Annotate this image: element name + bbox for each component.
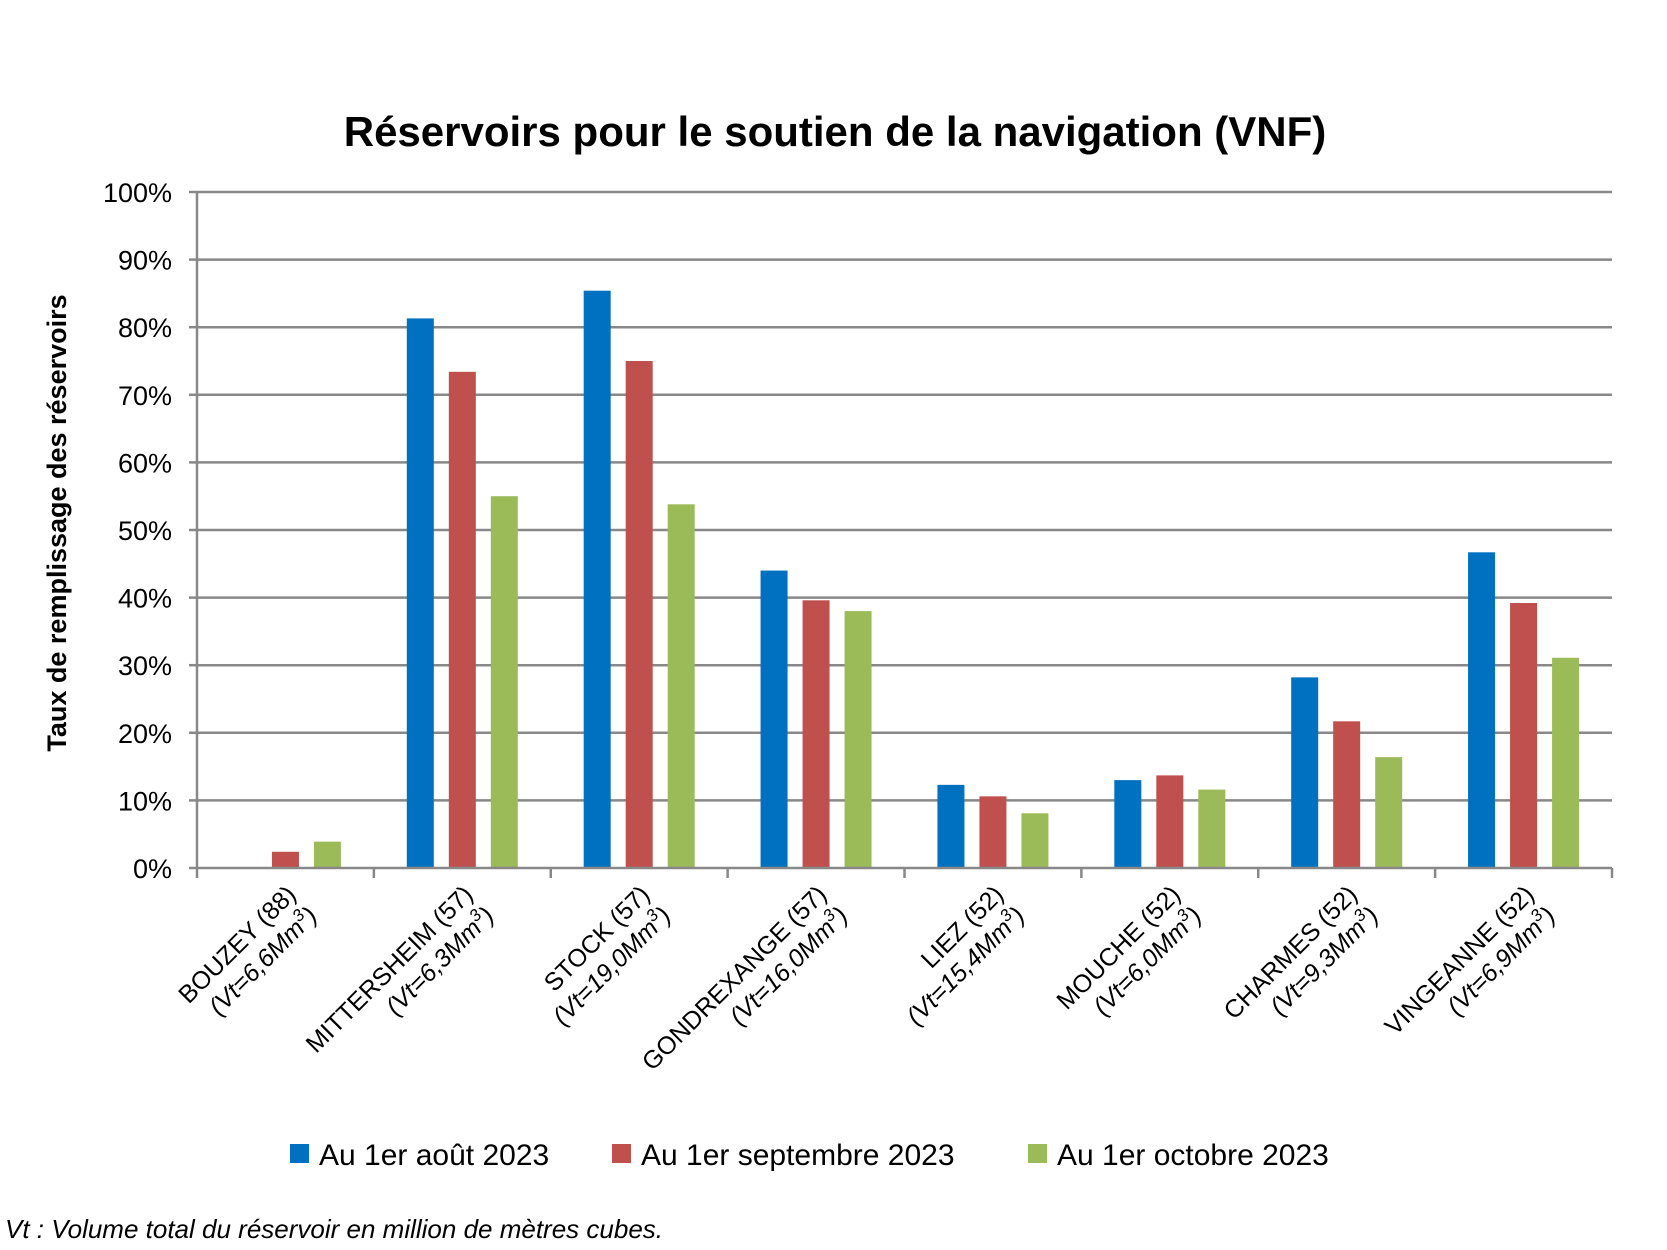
bar: [1375, 757, 1403, 868]
bar: [979, 796, 1007, 868]
x-category-label: VINGEANNE (52)(Vt=6,9Mm3): [1380, 880, 1561, 1040]
x-category-label: MITTERSHEIM (57)(Vt=6,3Mm3): [301, 880, 500, 1058]
y-tick-label: 0%: [133, 854, 172, 884]
y-tick-label: 100%: [103, 178, 172, 208]
y-tick-label: 20%: [118, 719, 172, 749]
legend-label: Au 1er octobre 2023: [1057, 1139, 1329, 1172]
bar: [448, 371, 476, 868]
x-category-label: BOUZEY (88)(Vt=6,6Mm3): [173, 880, 323, 1021]
y-tick-label: 40%: [118, 584, 172, 614]
y-tick-label: 80%: [118, 313, 172, 343]
x-category-label: MOUCHE (52)(Vt=6,0Mm3): [1051, 880, 1207, 1021]
legend-swatch: [612, 1144, 631, 1163]
bar: [802, 600, 830, 868]
bar: [1333, 721, 1361, 868]
y-tick-label: 60%: [118, 448, 172, 478]
bar: [1552, 657, 1580, 868]
bars: [271, 290, 1580, 868]
bar: [1198, 789, 1226, 868]
legend-item: Au 1er septembre 2023: [612, 1139, 955, 1172]
bar: [1021, 813, 1049, 868]
bar: [1510, 603, 1538, 868]
chart-title: Réservoirs pour le soutien de la navigat…: [344, 108, 1327, 155]
bar: [1468, 552, 1496, 868]
bar: [406, 318, 434, 868]
bar: [313, 841, 341, 868]
bar: [1114, 780, 1142, 868]
bar: [583, 290, 611, 868]
category-name: MITTERSHEIM (57): [301, 880, 479, 1058]
x-category-label: CHARMES (52)(Vt=9,3Mm3): [1218, 880, 1384, 1025]
legend: Au 1er août 2023 Au 1er septembre 2023 Au …: [290, 1139, 1329, 1172]
bar: [1156, 775, 1184, 868]
x-category-label: GONDREXANGE (57)(Vt=16,0Mm3): [637, 880, 854, 1076]
legend-swatch: [290, 1144, 309, 1163]
y-tick-label: 70%: [118, 381, 172, 411]
legend-swatch: [1028, 1144, 1047, 1163]
bar: [937, 784, 965, 868]
bar: [625, 361, 653, 868]
x-category-label: STOCK (57)(Vt=19,0Mm3): [539, 880, 677, 1030]
bar: [271, 851, 299, 868]
y-tick-labels: 0% 10% 20% 30% 40% 50% 60% 70% 80% 90% 100%: [103, 178, 172, 884]
y-tick-label: 30%: [118, 651, 172, 681]
y-tick-label: 90%: [118, 246, 172, 276]
axes: [189, 190, 1614, 878]
legend-item: Au 1er août 2023: [290, 1139, 549, 1172]
bar: [1291, 677, 1319, 868]
bar: [667, 504, 695, 868]
y-tick-label: 10%: [118, 786, 172, 816]
footnote: Vt : Volume total du réservoir en millio…: [5, 1214, 663, 1244]
x-tick-labels: BOUZEY (88)(Vt=6,6Mm3)MITTERSHEIM (57)(V…: [173, 880, 1561, 1076]
y-tick-label: 50%: [118, 516, 172, 546]
legend-label: Au 1er août 2023: [319, 1139, 549, 1172]
bar: [490, 496, 518, 868]
legend-label: Au 1er septembre 2023: [641, 1139, 955, 1172]
bar: [844, 611, 872, 868]
category-name: GONDREXANGE (57): [637, 880, 833, 1076]
x-category-label: LIEZ (52)(Vt=15,4Mm3): [901, 880, 1030, 1030]
bar: [760, 570, 788, 868]
legend-item: Au 1er octobre 2023: [1028, 1139, 1329, 1172]
y-axis-label: Taux de remplissage des réservoirs: [42, 294, 72, 751]
